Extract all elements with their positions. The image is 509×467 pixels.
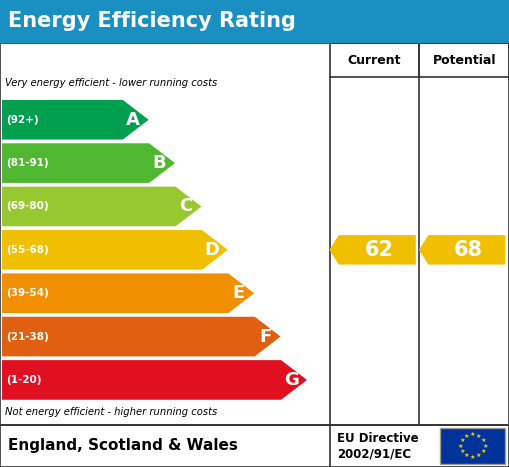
- Polygon shape: [2, 360, 307, 400]
- Text: E: E: [233, 284, 245, 302]
- Text: ★: ★: [459, 438, 465, 443]
- Text: ★: ★: [470, 432, 475, 437]
- Text: 2002/91/EC: 2002/91/EC: [337, 447, 412, 460]
- Text: ★: ★: [459, 449, 465, 454]
- Text: ★: ★: [458, 444, 463, 448]
- Text: ★: ★: [470, 455, 475, 460]
- Text: ★: ★: [464, 453, 469, 458]
- Text: B: B: [153, 154, 166, 172]
- Text: ★: ★: [464, 434, 469, 439]
- Text: (55-68): (55-68): [6, 245, 49, 255]
- Text: Current: Current: [348, 54, 402, 66]
- Bar: [440, 428, 505, 464]
- Text: (1-20): (1-20): [6, 375, 42, 385]
- Text: C: C: [179, 198, 192, 215]
- Text: Energy Efficiency Rating: Energy Efficiency Rating: [8, 12, 296, 31]
- Polygon shape: [2, 187, 202, 226]
- Text: D: D: [205, 241, 220, 259]
- Text: (92+): (92+): [6, 115, 39, 125]
- Bar: [330, 43, 419, 77]
- Polygon shape: [2, 273, 254, 313]
- Text: A: A: [126, 111, 140, 129]
- Text: 68: 68: [454, 240, 483, 260]
- Text: 62: 62: [364, 240, 393, 260]
- Text: ★: ★: [480, 449, 486, 454]
- Bar: [0, 0, 509, 43]
- Text: England, Scotland & Wales: England, Scotland & Wales: [8, 439, 238, 453]
- Text: G: G: [284, 371, 299, 389]
- Text: ★: ★: [476, 434, 482, 439]
- Text: (39-54): (39-54): [6, 288, 49, 298]
- Text: (69-80): (69-80): [6, 201, 49, 212]
- Text: ★: ★: [482, 444, 488, 448]
- Text: F: F: [259, 327, 271, 346]
- Text: Very energy efficient - lower running costs: Very energy efficient - lower running co…: [5, 78, 217, 88]
- Text: ★: ★: [476, 453, 482, 458]
- Bar: [0, 43, 509, 425]
- Text: (21-38): (21-38): [6, 332, 49, 341]
- Polygon shape: [329, 235, 416, 265]
- Text: Not energy efficient - higher running costs: Not energy efficient - higher running co…: [5, 407, 217, 417]
- Bar: [0, 425, 509, 467]
- Bar: [419, 43, 509, 77]
- Text: ★: ★: [480, 438, 486, 443]
- Polygon shape: [2, 143, 175, 183]
- Polygon shape: [2, 100, 149, 140]
- Text: (81-91): (81-91): [6, 158, 49, 168]
- Polygon shape: [2, 230, 228, 269]
- Text: EU Directive: EU Directive: [337, 432, 419, 445]
- Polygon shape: [2, 317, 280, 356]
- Text: Potential: Potential: [433, 54, 496, 66]
- Polygon shape: [419, 235, 505, 265]
